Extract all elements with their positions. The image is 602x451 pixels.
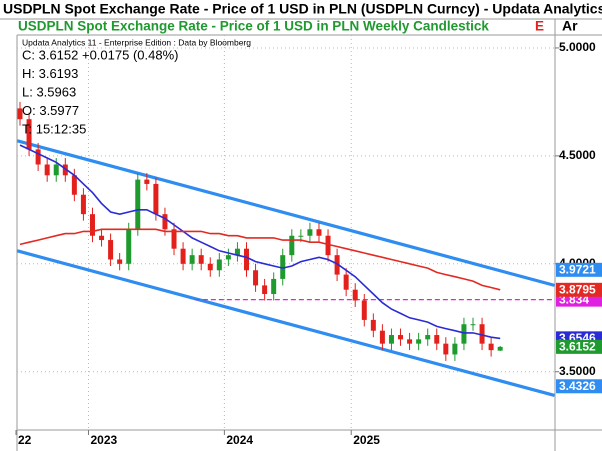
candle-body (470, 324, 476, 326)
candle-body (379, 330, 385, 344)
candle-body (416, 339, 422, 344)
candle-body (117, 259, 123, 264)
price-label-box (556, 262, 602, 277)
price-label: 3.6152 (559, 340, 596, 354)
candle-body (126, 229, 132, 264)
candle-body (407, 339, 413, 344)
candle-body (298, 235, 304, 237)
candle-body (370, 319, 376, 331)
candle-body (162, 214, 168, 230)
candle-body (352, 289, 358, 301)
candle-body (443, 343, 449, 355)
price-label: 3.9721 (559, 262, 596, 276)
info-line: H: 3.6193 (22, 66, 78, 81)
candle-body (89, 214, 95, 236)
info-line: T: 15:12:35 (22, 121, 86, 136)
candle-body (189, 255, 195, 264)
x-tick-label: 22 (18, 433, 32, 447)
chart-subtitle: USDPLN Spot Exchange Rate - Price of 1 U… (18, 19, 489, 34)
candle-body (198, 255, 204, 264)
info-line: O: 3.5977 (22, 103, 79, 118)
candle-body (207, 263, 213, 271)
candle-body (80, 194, 86, 215)
candle-body (53, 164, 59, 176)
candle-body (343, 274, 349, 290)
y-tick-label: 5.0000 (559, 40, 596, 54)
channel-line (17, 139, 555, 287)
candle-body (225, 255, 231, 260)
candle-body (334, 255, 340, 275)
candle-body (289, 235, 295, 256)
candle-body (171, 229, 177, 249)
candle-body (425, 335, 431, 340)
candle-body (316, 229, 322, 236)
candle-body (271, 278, 277, 295)
candle-body (99, 235, 105, 241)
price-label-box (556, 282, 602, 297)
info-line: C: 3.6152 +0.0175 (0.48%) (22, 47, 178, 62)
price-label: 3.4326 (559, 379, 596, 393)
candle-body (461, 324, 467, 344)
moving-average (19, 144, 501, 340)
candle-body (180, 248, 186, 264)
candle-body (62, 164, 68, 176)
candle-body (17, 108, 23, 120)
candle-body (44, 164, 50, 176)
candle-body (144, 179, 150, 184)
candle-body (388, 335, 394, 344)
y-tick-label: 3.5000 (559, 364, 596, 378)
candle-body (497, 346, 503, 351)
price-label-box (556, 379, 602, 394)
candle-body (361, 300, 367, 320)
x-tick-label: 2024 (226, 433, 253, 447)
source-note: Updata Analytics 11 - Enterprise Edition… (22, 37, 251, 47)
candle-body (234, 248, 240, 256)
candle-body (153, 183, 159, 215)
price-label-box (556, 339, 602, 354)
candle-body (244, 248, 249, 271)
candle-body (253, 270, 259, 286)
moving-average (19, 228, 501, 291)
info-line: L: 3.5963 (22, 84, 76, 99)
y-tick-label: 4.5000 (559, 148, 596, 162)
candle-body (434, 335, 440, 344)
subtitle-tail: E (535, 19, 544, 34)
axis-header: Ar (562, 18, 578, 34)
candle-body (108, 240, 114, 260)
chart-title: USDPLN Spot Exchange Rate - Price of 1 U… (3, 1, 602, 17)
candle-body (488, 343, 494, 351)
candle-body (26, 119, 32, 150)
candle-body (280, 255, 286, 279)
x-tick-label: 2025 (353, 433, 380, 447)
plot-area (17, 35, 555, 430)
candle-body (398, 335, 404, 340)
candle-body (35, 149, 41, 165)
candle-body (452, 343, 458, 355)
candle-body (71, 175, 77, 195)
candle-body (262, 285, 268, 295)
candle-body (325, 235, 331, 256)
channel-line (17, 249, 555, 398)
candle-body (479, 324, 485, 344)
x-tick-label: 2023 (90, 433, 117, 447)
price-label: 3.8795 (559, 282, 596, 296)
candle-body (216, 259, 222, 271)
candle-body (135, 179, 141, 230)
candle-body (307, 229, 313, 236)
